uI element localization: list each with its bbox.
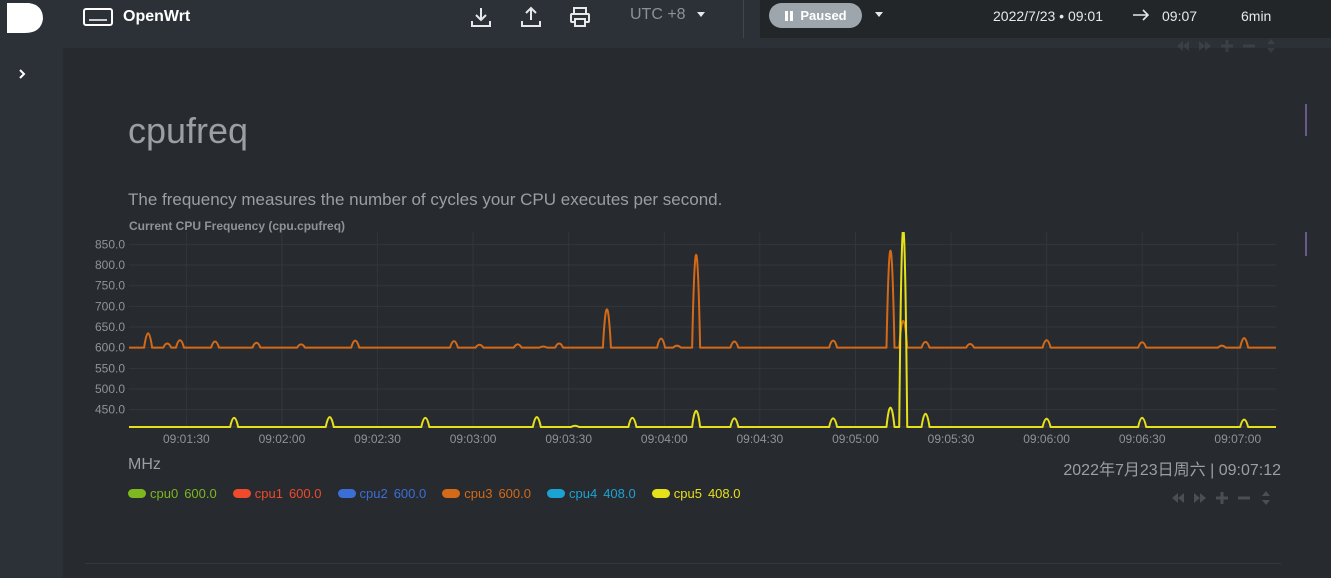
- range-duration: 6min: [1241, 8, 1272, 24]
- legend-name: cpu0: [150, 486, 179, 501]
- chart-units: MHz: [128, 456, 161, 473]
- scroll-marker: [1305, 104, 1307, 136]
- y-tick-label: 650.0: [95, 320, 125, 334]
- legend-swatch: [337, 489, 356, 498]
- legend-item[interactable]: cpu4 408.0: [547, 486, 636, 501]
- legend-value: 408.0: [603, 486, 636, 501]
- dashboard-main: [63, 48, 1331, 578]
- section-divider: [85, 563, 1281, 564]
- legend-name: cpu5: [673, 486, 702, 501]
- resize-icon[interactable]: [1258, 490, 1274, 506]
- download-icon[interactable]: [469, 5, 493, 29]
- x-tick-label: 09:04:30: [736, 432, 783, 446]
- y-tick-label: 550.0: [95, 361, 125, 375]
- y-tick-label: 750.0: [95, 279, 125, 293]
- sidebar: [0, 48, 63, 578]
- x-tick-label: 09:05:30: [928, 432, 975, 446]
- app-brand[interactable]: OpenWrt: [83, 7, 190, 27]
- rewind-icon: [1177, 41, 1189, 51]
- y-tick-label: 850.0: [95, 237, 125, 251]
- legend-swatch: [651, 489, 670, 498]
- legend-value: 600.0: [498, 486, 531, 501]
- series-line-cpu5: [129, 232, 1276, 428]
- upload-icon[interactable]: [519, 5, 543, 29]
- legend-value: 600.0: [288, 486, 322, 501]
- y-tick-label: 450.0: [95, 403, 125, 417]
- pause-icon: [785, 10, 794, 21]
- range-end[interactable]: 09:07: [1162, 8, 1198, 24]
- zoom-out-icon[interactable]: [1236, 490, 1252, 506]
- zoom-out-icon: [1243, 44, 1255, 48]
- pause-status-button[interactable]: Paused: [769, 3, 862, 28]
- y-tick-label: 800.0: [95, 258, 125, 272]
- chart-controls: [1170, 490, 1274, 506]
- fast-forward-icon[interactable]: [1192, 490, 1208, 506]
- legend-item[interactable]: cpu0 600.0: [128, 486, 217, 501]
- legend-name: cpu1: [254, 486, 283, 501]
- legend-value: 600.0: [393, 486, 427, 501]
- x-tick-label: 09:01:30: [163, 432, 210, 446]
- legend-item[interactable]: cpu5 408.0: [651, 486, 741, 501]
- section-title: cpufreq: [128, 110, 249, 151]
- chart-controls-above: [1175, 38, 1279, 54]
- scroll-marker: [1305, 232, 1307, 256]
- legend-name: cpu4: [569, 486, 598, 501]
- y-tick-label: 700.0: [95, 299, 125, 313]
- legend-name: cpu2: [359, 486, 388, 501]
- y-tick-label: 500.0: [95, 382, 125, 396]
- chevron-down-icon[interactable]: [874, 11, 884, 19]
- series-line-cpu3: [129, 249, 1276, 349]
- rewind-icon[interactable]: [1170, 490, 1186, 506]
- resize-icon: [1267, 39, 1275, 53]
- x-tick-label: 09:06:30: [1119, 432, 1166, 446]
- legend-swatch: [128, 489, 146, 498]
- x-tick-label: 09:02:30: [354, 432, 401, 446]
- toolbar-divider: [743, 0, 744, 38]
- x-tick-label: 09:03:00: [450, 432, 497, 446]
- openwrt-logo[interactable]: [3, 3, 45, 33]
- legend-item[interactable]: cpu1 600.0: [232, 486, 322, 501]
- fast-forward-icon: [1199, 41, 1211, 51]
- legend-swatch: [442, 489, 461, 498]
- chart-legend: cpu0 600.0 cpu1 600.0 cpu2 600.0 cpu3 60…: [128, 486, 741, 501]
- legend-name: cpu3: [464, 486, 493, 501]
- y-tick-label: 600.0: [95, 341, 125, 355]
- arrow-right-icon: [1133, 9, 1150, 21]
- timezone-label: UTC +8: [630, 6, 686, 23]
- monitor-icon: [83, 8, 113, 26]
- range-start[interactable]: 2022/7/23 • 09:01: [993, 8, 1103, 24]
- legend-value: 408.0: [707, 486, 741, 501]
- legend-value: 600.0: [184, 486, 217, 501]
- chart-title: Current CPU Frequency (cpu.cpufreq): [129, 219, 346, 233]
- x-tick-label: 09:06:00: [1023, 432, 1070, 446]
- legend-swatch: [547, 489, 565, 498]
- section-description: The frequency measures the number of cyc…: [128, 190, 723, 209]
- print-icon[interactable]: [568, 5, 592, 29]
- x-tick-label: 09:05:00: [832, 432, 879, 446]
- x-tick-label: 09:03:30: [545, 432, 592, 446]
- legend-item[interactable]: cpu3 600.0: [442, 486, 531, 501]
- chart-timestamp: 2022年7月23日周六 | 09:07:12: [1063, 462, 1281, 479]
- app-name: OpenWrt: [123, 8, 191, 25]
- cpu-frequency-chart[interactable]: 450.0 500.0 550.0 600.0 650.0 700.0 750.0 800.0…: [80, 232, 1285, 450]
- chevron-right-icon[interactable]: [16, 68, 28, 80]
- legend-item[interactable]: cpu2 600.0: [337, 486, 427, 501]
- zoom-in-icon[interactable]: [1214, 490, 1230, 506]
- x-tick-label: 09:07:00: [1214, 432, 1261, 446]
- timezone-selector[interactable]: UTC +8: [630, 6, 706, 24]
- chevron-down-icon: [696, 12, 705, 17]
- x-tick-label: 09:04:00: [641, 432, 688, 446]
- status-label: Paused: [800, 8, 847, 23]
- legend-swatch: [232, 489, 251, 498]
- x-tick-label: 09:02:00: [259, 432, 306, 446]
- zoom-in-icon: [1221, 40, 1233, 52]
